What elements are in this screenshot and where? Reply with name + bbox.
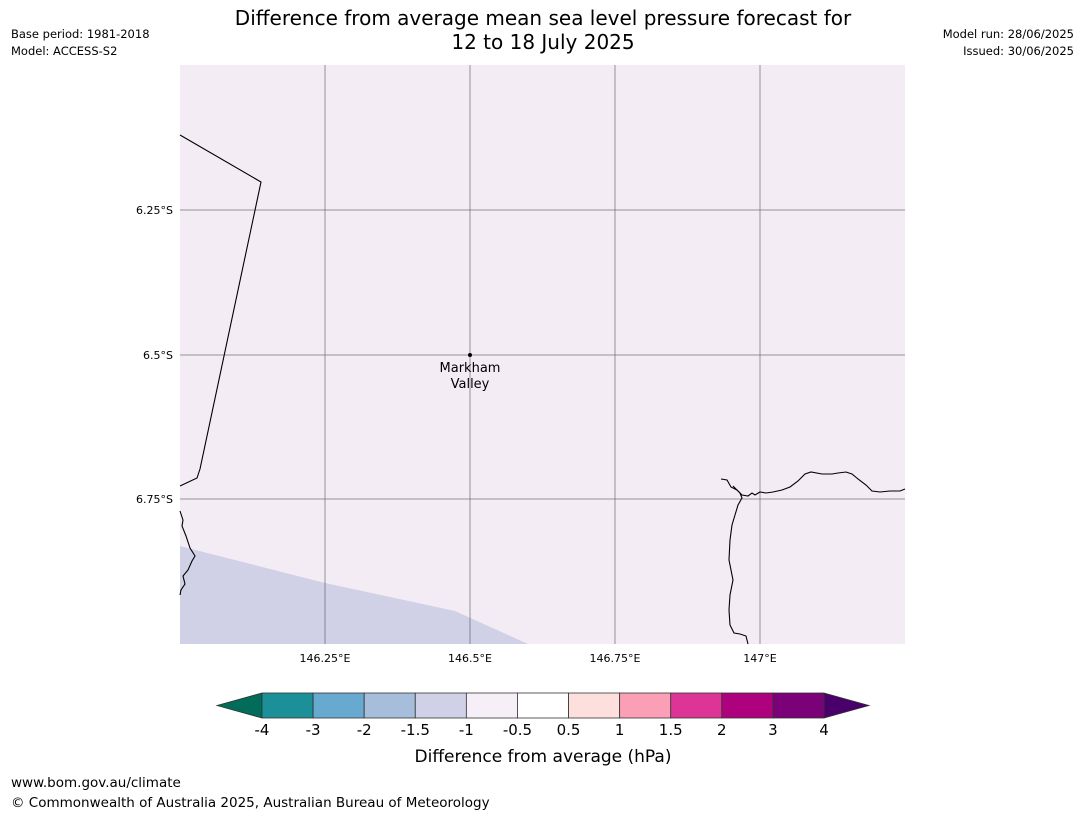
- coastline-west: [179, 510, 196, 596]
- map-title: Difference from average mean sea level p…: [180, 6, 906, 54]
- colorbar-segment: [465, 692, 518, 719]
- colorbar-tick-label: 4: [819, 721, 829, 739]
- pressure-region-minus-1.5: [180, 546, 528, 644]
- colorbar-tick-label: -1: [459, 721, 474, 739]
- colorbar-tick-label: 2: [717, 721, 727, 739]
- issued-text: Issued: 30/06/2025: [963, 43, 1074, 58]
- colorbar-tick-label: -1.5: [401, 721, 430, 739]
- model-text: Model: ACCESS-S2: [11, 43, 118, 58]
- colorbar-over-arrow: [823, 692, 871, 719]
- header-left-info: Base period: 1981-2018 Model: ACCESS-S2: [11, 26, 150, 59]
- lat-label-6.25: 6.25°S: [136, 204, 173, 217]
- lon-label-146.25: 146.25°E: [300, 652, 351, 665]
- colorbar: -4 -3 -2 -1.5 -1 -0.5 0.5 1 1.5 2 3 4 Difference fr…: [215, 692, 871, 767]
- colorbar-tick-label: 3: [768, 721, 778, 739]
- title-line-1: Difference from average mean sea level p…: [234, 6, 852, 30]
- border-line: [179, 134, 262, 487]
- colorbar-segment: [517, 692, 569, 719]
- colorbar-segment: [721, 692, 774, 719]
- footer-url: www.bom.gov.au/climate: [11, 775, 181, 791]
- colorbar-segment: [363, 692, 416, 719]
- lat-labels: 6.25°S 6.5°S 6.75°S: [136, 204, 173, 506]
- colorbar-tick-label: -0.5: [503, 721, 532, 739]
- boundaries: [179, 134, 906, 645]
- lon-labels: 146.25°E 146.5°E 146.75°E 147°E: [300, 652, 777, 665]
- colorbar-segment: [670, 692, 723, 719]
- colorbar-segment: [568, 692, 621, 719]
- colorbar-tick-label: 0.5: [557, 721, 581, 739]
- place-label-line-2: Valley: [451, 377, 490, 392]
- colorbar-tick-label: -4: [255, 721, 270, 739]
- river-line: [728, 485, 749, 645]
- colorbar-tick-label: -3: [306, 721, 321, 739]
- base-period-text: Base period: 1981-2018: [11, 27, 150, 41]
- place-marker: [468, 353, 472, 357]
- lon-label-146.75: 146.75°E: [590, 652, 641, 665]
- colorbar-segment: [312, 692, 365, 719]
- colorbar-under-arrow: [215, 692, 263, 719]
- colorbar-segments: [261, 692, 825, 719]
- lon-label-146.5: 146.5°E: [448, 652, 492, 665]
- colorbar-segment: [619, 692, 672, 719]
- colorbar-segment: [414, 692, 467, 719]
- graticule: [180, 65, 905, 644]
- colorbar-label: Difference from average (hPa): [415, 747, 672, 767]
- lat-label-6.75: 6.75°S: [136, 493, 173, 506]
- header-right-info: Model run: 28/06/2025 Issued: 30/06/2025: [943, 26, 1074, 59]
- colorbar-tick-label: -2: [357, 721, 372, 739]
- lon-label-147: 147°E: [743, 652, 776, 665]
- place-label-line-1: Markham: [440, 361, 501, 376]
- colorbar-ticks: -4 -3 -2 -1.5 -1 -0.5 0.5 1 1.5 2 3 4: [255, 721, 829, 739]
- lat-label-6.5: 6.5°S: [143, 349, 173, 362]
- coastline-east: [720, 471, 906, 497]
- colorbar-tick-label: 1: [615, 721, 625, 739]
- model-run-text: Model run: 28/06/2025: [942, 27, 1074, 41]
- footer-copyright: © Commonwealth of Australia 2025, Austra…: [11, 795, 490, 811]
- title-line-2: 12 to 18 July 2025: [451, 30, 635, 54]
- colorbar-segment: [261, 692, 314, 719]
- colorbar-tick-label: 1.5: [659, 721, 683, 739]
- colorbar-segment: [772, 692, 825, 719]
